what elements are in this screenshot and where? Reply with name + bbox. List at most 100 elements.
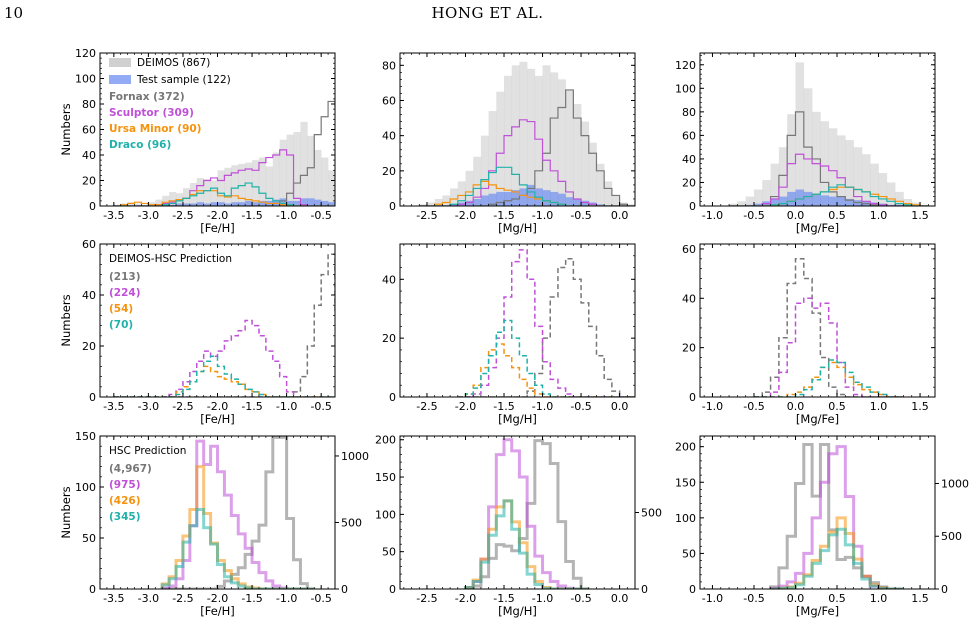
bar-test-14 <box>210 202 218 206</box>
bar-test-30 <box>321 200 329 206</box>
plot-area <box>113 253 335 397</box>
y-tick-label: 150 <box>75 430 96 443</box>
bar-test-7 <box>473 198 482 206</box>
bar-deimos-0 <box>729 203 738 206</box>
running-head: HONG ET AL. <box>431 4 544 22</box>
axes-frame <box>399 52 636 207</box>
bar-deimos-0 <box>419 204 428 206</box>
x-tick-label: 0.5 <box>828 209 846 222</box>
axes-frame <box>399 435 636 590</box>
bar-deimos-22 <box>265 166 274 206</box>
y-tick-label: 120 <box>75 47 96 60</box>
y-tick-label: 40 <box>82 289 96 302</box>
bar-test-10 <box>182 203 191 206</box>
x-tick-label: 1.5 <box>911 400 929 413</box>
bar-test-14 <box>527 184 536 206</box>
bar-deimos-6 <box>778 147 788 206</box>
axes-frame <box>399 243 636 398</box>
x-axis-label: [Mg/Fe] <box>796 412 839 426</box>
y-tick-label: 60 <box>682 243 696 256</box>
x-tick-label: 1.0 <box>870 400 888 413</box>
x-tick-label: -0.5 <box>743 592 764 605</box>
bar-test-6 <box>778 196 788 206</box>
bar-test-19 <box>565 197 574 206</box>
x-tick-label: -0.5 <box>310 592 331 605</box>
bar-deimos-35 <box>356 202 363 206</box>
y-tick-label: 40 <box>382 273 396 286</box>
y-axis-label: Numbers <box>59 103 73 155</box>
x-tick-label: -0.5 <box>743 400 764 413</box>
y2-tick-label: 0 <box>941 583 948 596</box>
y-tick-label: 40 <box>82 149 96 162</box>
hist-line-fornax <box>419 89 635 206</box>
bar-test-16 <box>542 190 551 206</box>
bar-test-11 <box>504 191 513 206</box>
bar-deimos-20 <box>573 104 582 206</box>
x-tick-label: -1.5 <box>241 592 262 605</box>
subplot-r2c3: -1.0 -0.5 0.0 0.5 1.0 1.5 0 20 40 60 [Mg/Fe] <box>682 243 936 426</box>
x-tick-label: 1.5 <box>911 592 929 605</box>
hist-line-fornax <box>457 257 635 397</box>
x-tick-label: -1.0 <box>276 209 297 222</box>
bar-deimos-36 <box>363 205 370 206</box>
bar-deimos-8 <box>480 135 489 206</box>
bar-test-11 <box>820 195 830 206</box>
plot-area <box>457 249 635 397</box>
plot-area <box>753 258 904 397</box>
bar-deimos-29 <box>314 149 322 206</box>
bar-deimos-18 <box>557 79 566 206</box>
legend-text-fornax: Fornax (372) <box>109 91 185 103</box>
hist-line-fornax <box>753 258 904 397</box>
hist-line-draco <box>457 319 635 397</box>
y2-tick-label: 1000 <box>941 477 969 490</box>
bar-test-18 <box>557 193 566 206</box>
bar-deimos-4 <box>450 188 459 206</box>
x-axis-label: [Mg/Fe] <box>796 604 839 618</box>
legend-text-fornax: (4,967) <box>109 463 152 475</box>
bar-deimos-16 <box>224 167 232 206</box>
subplot-r3c1: -3.5 -3.0 -2.5 -2.0 -1.5 -1.0 -0.5 0 50 100 150 0 50… <box>59 430 369 618</box>
bar-deimos-12 <box>196 177 204 206</box>
y-tick-label: 50 <box>382 546 396 559</box>
bar-test-26 <box>293 200 301 206</box>
bar-deimos-19 <box>245 162 253 206</box>
x-tick-label: -2.0 <box>455 592 476 605</box>
plot-area <box>113 100 370 207</box>
x-tick-label: -3.0 <box>138 592 159 605</box>
bar-test-12 <box>828 196 838 206</box>
bar-deimos-27 <box>300 121 308 206</box>
bar-test-10 <box>496 191 505 206</box>
x-tick-label: -3.5 <box>103 400 124 413</box>
bar-deimos-33 <box>342 191 349 206</box>
y-tick-label: 80 <box>82 98 96 111</box>
x-axis-label: [Mg/H] <box>498 412 537 426</box>
subplot-r1c2: -2.5 -2.0 -1.5 -1.0 -0.5 0.0 0 20 40 60 80 [Mg/H] <box>382 52 636 235</box>
bar-test-9 <box>488 193 497 206</box>
bar-test-3 <box>753 203 763 206</box>
bar-deimos-15 <box>853 147 863 206</box>
subplot-r1c3: -1.0 -0.5 0.0 0.5 1.0 1.5 0 20 40 60 80 100 120 [Mg/F… <box>675 52 936 235</box>
bar-deimos-30 <box>321 157 329 206</box>
bar-deimos-19 <box>886 182 896 206</box>
x-tick-label: -2.0 <box>455 209 476 222</box>
y-tick-label: 20 <box>682 342 696 355</box>
y-tick-label: 100 <box>675 512 696 525</box>
bar-deimos-1 <box>737 201 746 206</box>
bar-deimos-32 <box>335 181 342 207</box>
legend-entry-label: DEIMOS (867) <box>137 57 210 69</box>
x-tick-label: -3.0 <box>138 400 159 413</box>
x-tick-label: -2.5 <box>172 400 193 413</box>
hist-line-sculptor <box>753 297 904 397</box>
x-tick-label: -2.0 <box>207 400 228 413</box>
hist-line-ursa <box>419 180 635 206</box>
hist-line-fornax <box>113 100 335 206</box>
bar-deimos-5 <box>457 181 466 206</box>
y-tick-label: 20 <box>382 332 396 345</box>
bar-test-31 <box>328 202 335 206</box>
bar-deimos-11 <box>504 75 513 206</box>
hist-line-draco <box>419 166 635 206</box>
x-tick-label: 0.0 <box>787 209 805 222</box>
bar-test-23 <box>596 204 605 206</box>
bar-deimos-6 <box>155 199 163 206</box>
